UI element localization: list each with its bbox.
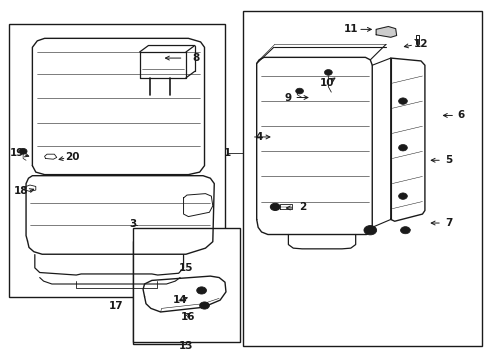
Bar xyxy=(133,228,239,342)
Circle shape xyxy=(19,148,27,154)
Text: 10: 10 xyxy=(320,78,334,88)
Circle shape xyxy=(270,203,280,211)
Polygon shape xyxy=(375,27,396,37)
Text: 6: 6 xyxy=(457,111,464,121)
Text: 7: 7 xyxy=(445,218,452,228)
Text: 18: 18 xyxy=(14,186,28,197)
Text: 13: 13 xyxy=(179,341,193,351)
Text: 5: 5 xyxy=(445,155,452,165)
Circle shape xyxy=(363,226,376,235)
Circle shape xyxy=(199,302,209,309)
Bar xyxy=(133,241,185,344)
Text: 12: 12 xyxy=(413,39,427,49)
Circle shape xyxy=(295,88,303,94)
Text: 20: 20 xyxy=(65,152,80,162)
Text: 1: 1 xyxy=(224,148,231,158)
Text: 15: 15 xyxy=(179,263,193,273)
Text: 3: 3 xyxy=(129,219,137,229)
Bar xyxy=(9,24,224,297)
Bar xyxy=(243,11,482,346)
Text: 19: 19 xyxy=(10,148,24,158)
Text: 8: 8 xyxy=(192,53,199,63)
Text: 11: 11 xyxy=(343,24,357,35)
Circle shape xyxy=(398,193,407,199)
Text: 2: 2 xyxy=(299,202,306,212)
Circle shape xyxy=(196,287,206,294)
Circle shape xyxy=(400,226,409,234)
Circle shape xyxy=(324,69,331,75)
Text: 17: 17 xyxy=(109,301,123,311)
Text: 4: 4 xyxy=(255,132,262,142)
Circle shape xyxy=(398,144,407,151)
Circle shape xyxy=(398,98,407,104)
Text: 14: 14 xyxy=(172,295,187,305)
Text: 16: 16 xyxy=(181,312,195,322)
Text: 9: 9 xyxy=(284,93,291,103)
